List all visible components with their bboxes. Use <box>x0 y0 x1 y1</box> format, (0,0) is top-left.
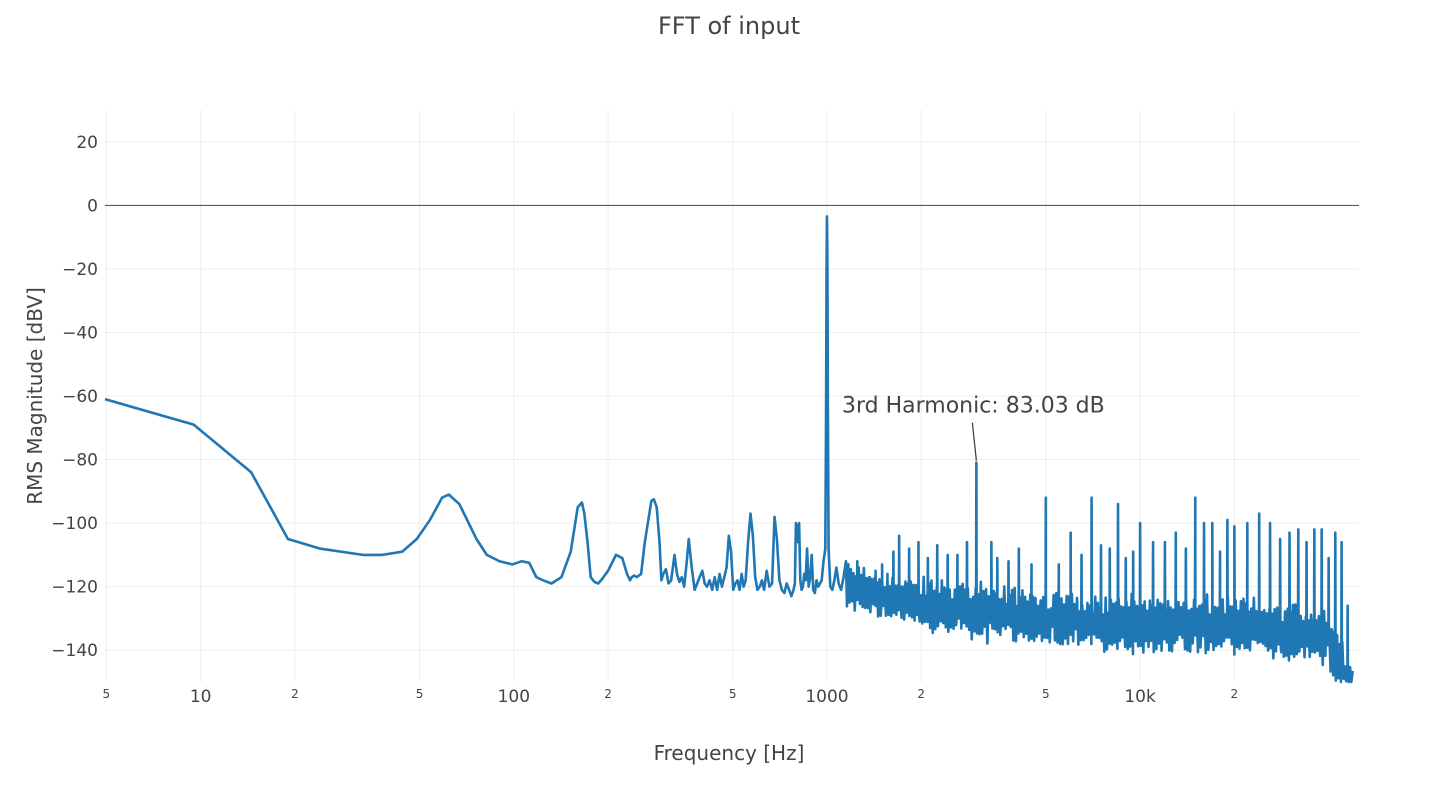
x-minor-tick-label: 5 <box>416 687 424 701</box>
y-tick-label: −120 <box>51 578 98 598</box>
y-tick-label: −60 <box>62 387 98 407</box>
x-minor-tick-label: 5 <box>1042 687 1050 701</box>
y-axis: 20 0 −20 −40 −60 −80 −100 −120 −140 <box>51 133 98 661</box>
grid <box>105 110 1359 682</box>
y-tick-label: 20 <box>76 133 98 153</box>
x-axis: 10 100 1000 10k 5 2 5 2 5 2 5 2 <box>103 687 1239 707</box>
y-tick-label: −140 <box>51 641 98 661</box>
annotation-3rd-harmonic: 3rd Harmonic: 83.03 dB <box>842 394 1105 419</box>
x-axis-label: Frequency [Hz] <box>654 741 805 765</box>
series-line <box>104 215 1354 684</box>
y-tick-label: −80 <box>62 451 98 471</box>
x-minor-tick-label: 5 <box>103 687 111 701</box>
x-tick-label: 100 <box>498 687 530 707</box>
x-minor-tick-label: 2 <box>604 687 612 701</box>
x-tick-label: 1000 <box>805 687 848 707</box>
x-minor-tick-label: 5 <box>729 687 737 701</box>
x-tick-label: 10 <box>190 687 212 707</box>
y-axis-label: RMS Magnitude [dBV] <box>23 287 47 505</box>
chart-title: FFT of input <box>658 12 800 40</box>
x-minor-tick-label: 2 <box>917 687 925 701</box>
annotation: 3rd Harmonic: 83.03 dB <box>842 394 1105 461</box>
annotation-arrow <box>971 422 978 461</box>
series-fft <box>104 215 1354 684</box>
y-tick-label: −100 <box>51 514 98 534</box>
x-minor-tick-label: 2 <box>1231 687 1239 701</box>
y-tick-label: −20 <box>62 260 98 280</box>
x-tick-label: 10k <box>1124 687 1156 707</box>
y-tick-label: −40 <box>62 323 98 343</box>
x-minor-tick-label: 2 <box>291 687 299 701</box>
y-tick-label: 0 <box>87 196 98 216</box>
